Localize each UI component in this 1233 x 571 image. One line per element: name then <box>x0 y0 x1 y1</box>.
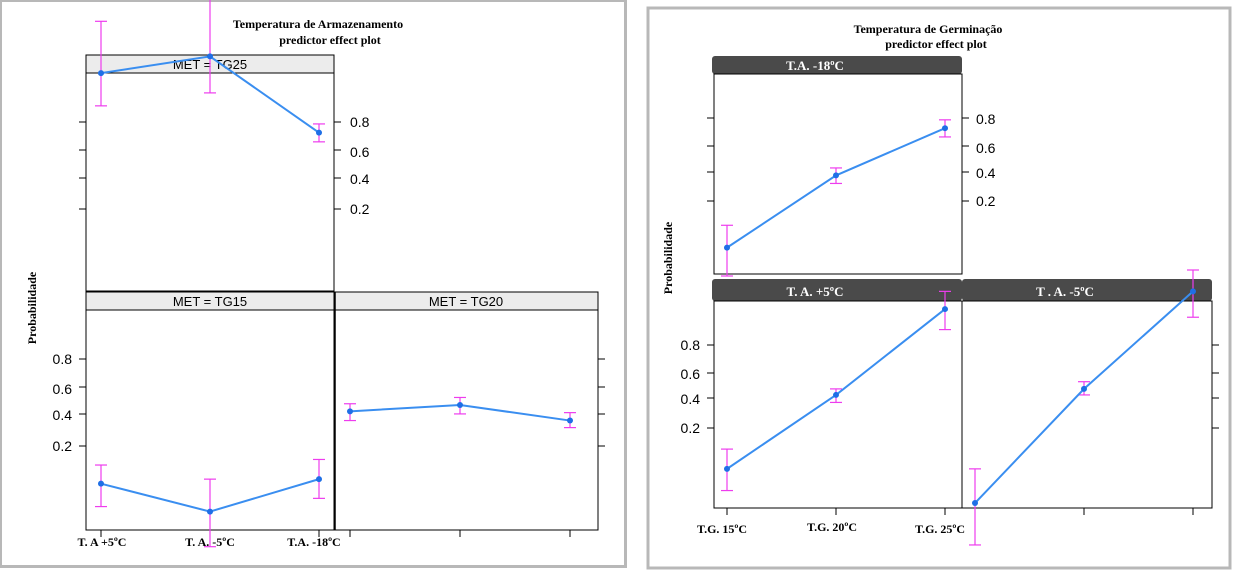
right-ta5p-ytick-02: 0.2 <box>681 420 701 436</box>
left-tg15-point-2 <box>207 508 213 515</box>
right-ta5p-point-3 <box>942 306 948 313</box>
right-ta5p-point-1 <box>724 465 730 472</box>
right-ta5m-point-2 <box>1081 385 1087 392</box>
right-ta18-series-line <box>726 127 946 249</box>
right-ta18-point-1 <box>724 244 730 251</box>
left-chart-title: Temperatura de Armazenamento <box>233 17 403 31</box>
left-chart-subtitle: predictor effect plot <box>279 33 381 47</box>
right-ta5m-point-1 <box>972 500 978 507</box>
right-panel-ta5m <box>961 300 1213 509</box>
right-ta18-ytick-08: 0.8 <box>976 111 996 127</box>
left-strip-tg20-label: MET = TG20 <box>429 294 503 309</box>
right-ta18-point-2 <box>833 172 839 179</box>
right-xtick-2: T.G. 20ºC <box>807 520 857 534</box>
left-tg25-point-1 <box>98 70 104 77</box>
right-strip-ta5m <box>962 279 1212 301</box>
right-ta5p-ytick-08: 0.8 <box>681 337 701 353</box>
left-figure-frame <box>0 0 627 568</box>
right-ta5m-series-line <box>974 290 1194 504</box>
left-panel-tg20 <box>334 309 599 531</box>
left-xtick-1: T. A +5ºC <box>78 535 127 549</box>
left-tg25-ytick-02: 0.2 <box>350 201 370 217</box>
right-panel-ta18 <box>713 73 963 275</box>
right-strip-ta5p <box>712 279 962 301</box>
left-tg15-ytick-06: 0.6 <box>53 381 73 397</box>
right-y-axis-label: Probabilidade <box>661 221 675 294</box>
right-ta18-point-3 <box>942 125 948 132</box>
right-chart-title: Temperatura de Germinação <box>854 22 1003 36</box>
left-tg20-point-3 <box>567 417 573 424</box>
left-tg20-point-2 <box>457 402 463 409</box>
right-ta5p-ytick-04: 0.4 <box>681 391 701 407</box>
right-strip-ta18-label: T.A. -18ºC <box>786 58 844 73</box>
right-figure-frame <box>646 6 1232 570</box>
left-tg15-ytick-02: 0.2 <box>53 438 73 454</box>
right-ta5m-point-3 <box>1190 288 1196 295</box>
left-tg25-ytick-08: 0.8 <box>350 114 370 130</box>
right-ta18-ytick-02: 0.2 <box>976 193 996 209</box>
left-y-axis-label: Probabilidade <box>25 271 39 344</box>
right-strip-ta5p-label: T. A. +5ºC <box>787 284 844 299</box>
left-tg25-point-3 <box>316 129 322 136</box>
left-panel-tg25 <box>85 72 335 292</box>
left-tg25-point-2 <box>207 53 213 60</box>
left-tg25-ytick-06: 0.6 <box>350 144 370 160</box>
left-tg25-ytick-04: 0.4 <box>350 171 370 187</box>
left-xtick-3: T.A. -18ºC <box>287 535 340 549</box>
right-axis-ticks <box>707 117 1219 515</box>
left-tg15-point-3 <box>316 476 322 483</box>
left-tg15-ytick-08: 0.8 <box>53 351 73 367</box>
right-ta18-ytick-06: 0.6 <box>976 140 996 156</box>
right-ta18-ytick-04: 0.4 <box>976 165 996 181</box>
right-strip-ta18 <box>712 56 962 74</box>
right-ta5p-point-2 <box>833 391 839 398</box>
chart-marks <box>95 0 1199 548</box>
right-xtick-1: T.G. 15ºC <box>697 522 747 536</box>
left-axis-ticks <box>79 121 605 537</box>
right-panel-ta5p <box>713 300 963 509</box>
left-tg15-point-1 <box>98 480 104 487</box>
left-tg20-point-1 <box>347 408 353 415</box>
right-chart-subtitle: predictor effect plot <box>885 37 987 51</box>
right-xtick-3: T.G. 25ºC <box>915 522 965 536</box>
right-ta5p-ytick-06: 0.6 <box>681 366 701 382</box>
left-tg15-ytick-04: 0.4 <box>53 407 73 423</box>
left-strip-tg15-label: MET = TG15 <box>173 294 247 309</box>
right-strip-ta5m-label: T . A. -5ºC <box>1036 284 1094 299</box>
